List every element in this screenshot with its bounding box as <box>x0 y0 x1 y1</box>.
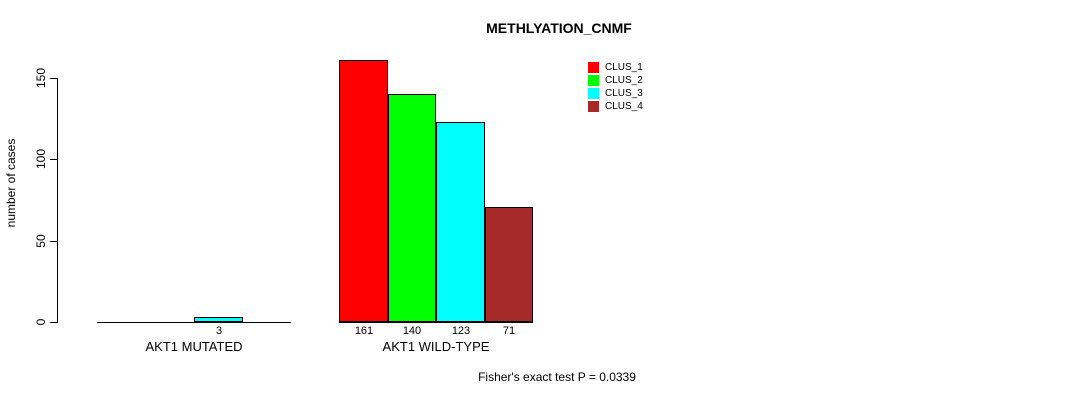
y-tick-label: 0 <box>34 318 48 326</box>
legend-label: CLUS_3 <box>605 88 643 99</box>
legend-label: CLUS_2 <box>605 75 643 86</box>
legend-swatch <box>588 75 599 86</box>
bar-clus-3-akt1-mutated <box>194 317 243 322</box>
legend-item-clus-1: CLUS_1 <box>588 62 643 73</box>
bar-value-label: 161 <box>354 325 374 337</box>
y-tick <box>50 159 57 160</box>
y-tick-label: 100 <box>34 148 48 170</box>
bar-value-label: 123 <box>451 325 471 337</box>
y-axis-line <box>57 78 58 323</box>
chart-title: METHLYATION_CNMF <box>486 20 632 36</box>
fisher-test-annotation: Fisher's exact test P = 0.0339 <box>478 370 636 384</box>
legend-swatch <box>588 101 599 112</box>
y-tick <box>50 241 57 242</box>
y-tick-label: 150 <box>34 67 48 89</box>
legend-label: CLUS_4 <box>605 101 643 112</box>
bar-clus-3-akt1-wild-type <box>436 122 485 322</box>
bar-value-label: 140 <box>402 325 422 337</box>
y-tick <box>50 78 57 79</box>
x-group-label-akt1-wild-type: AKT1 WILD-TYPE <box>382 339 490 354</box>
bar-value-label: 71 <box>502 325 516 337</box>
y-tick <box>50 322 57 323</box>
legend: CLUS_1 CLUS_2 CLUS_3 CLUS_4 <box>588 62 643 114</box>
bar-clus-1-akt1-wild-type <box>339 60 388 322</box>
bar-value-label: 3 <box>215 325 223 337</box>
y-axis-label: number of cases <box>4 138 18 228</box>
legend-item-clus-2: CLUS_2 <box>588 75 643 86</box>
group-baseline <box>97 322 291 323</box>
legend-item-clus-3: CLUS_3 <box>588 88 643 99</box>
legend-item-clus-4: CLUS_4 <box>588 101 643 112</box>
bar-clus-2-akt1-wild-type <box>388 94 436 322</box>
legend-swatch <box>588 88 599 99</box>
legend-swatch <box>588 62 599 73</box>
group-baseline <box>339 322 533 323</box>
x-group-label-akt1-mutated: AKT1 MUTATED <box>145 339 243 354</box>
y-tick-label: 50 <box>34 234 48 248</box>
bar-clus-4-akt1-wild-type <box>485 207 533 322</box>
legend-label: CLUS_1 <box>605 62 643 73</box>
